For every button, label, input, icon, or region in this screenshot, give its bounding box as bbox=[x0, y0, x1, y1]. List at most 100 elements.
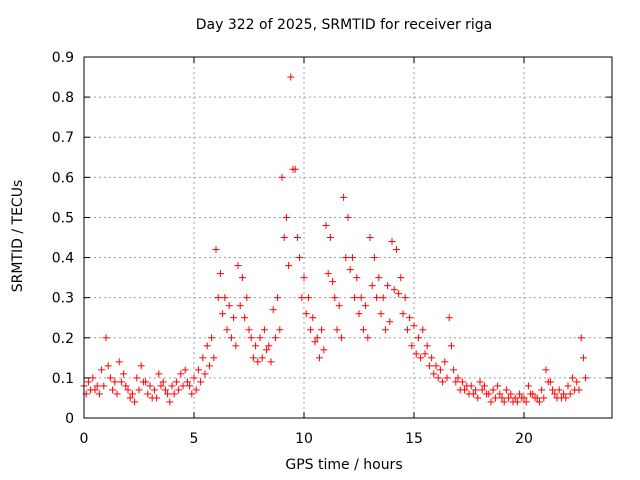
data-point bbox=[474, 394, 482, 402]
data-point bbox=[419, 326, 427, 334]
data-point bbox=[373, 294, 381, 302]
data-point bbox=[126, 394, 134, 402]
data-point bbox=[454, 374, 462, 382]
data-point bbox=[386, 318, 394, 326]
data-point bbox=[254, 358, 262, 366]
data-point bbox=[153, 394, 161, 402]
data-point bbox=[260, 326, 268, 334]
data-point bbox=[348, 254, 356, 262]
data-point bbox=[489, 386, 497, 394]
data-point bbox=[452, 378, 460, 386]
data-point bbox=[516, 390, 524, 398]
data-point bbox=[144, 390, 152, 398]
data-point bbox=[276, 326, 284, 334]
data-point bbox=[359, 326, 367, 334]
data-point bbox=[188, 390, 196, 398]
data-point bbox=[252, 342, 260, 350]
data-point bbox=[278, 173, 286, 181]
data-point bbox=[139, 378, 147, 386]
data-point bbox=[172, 378, 180, 386]
data-point bbox=[540, 394, 548, 402]
data-point bbox=[109, 386, 117, 394]
data-point bbox=[111, 378, 119, 386]
data-point bbox=[298, 294, 306, 302]
data-point bbox=[562, 394, 570, 402]
data-point bbox=[351, 294, 359, 302]
data-point bbox=[91, 386, 99, 394]
data-point bbox=[443, 374, 451, 382]
data-point bbox=[335, 302, 343, 310]
data-point bbox=[216, 270, 224, 278]
data-point bbox=[502, 386, 510, 394]
data-point bbox=[181, 366, 189, 374]
data-point bbox=[480, 382, 488, 390]
data-point bbox=[458, 378, 466, 386]
x-tick-label: 10 bbox=[295, 431, 313, 447]
data-point bbox=[476, 378, 484, 386]
data-point bbox=[102, 334, 110, 342]
data-point bbox=[478, 386, 486, 394]
data-point bbox=[236, 302, 244, 310]
data-point bbox=[423, 342, 431, 350]
data-point bbox=[311, 338, 319, 346]
data-point bbox=[535, 398, 543, 406]
data-point bbox=[441, 358, 449, 366]
data-point bbox=[161, 386, 169, 394]
data-point bbox=[201, 370, 209, 378]
data-point bbox=[267, 358, 275, 366]
data-point bbox=[445, 314, 453, 322]
data-point bbox=[175, 386, 183, 394]
data-point bbox=[417, 354, 425, 362]
data-point bbox=[329, 278, 337, 286]
data-point bbox=[263, 346, 271, 354]
data-point bbox=[439, 378, 447, 386]
y-tick-label: 0.3 bbox=[52, 291, 74, 307]
data-point bbox=[100, 382, 108, 390]
y-tick-label: 0.1 bbox=[52, 371, 74, 387]
data-point bbox=[177, 370, 185, 378]
data-point bbox=[203, 342, 211, 350]
data-point bbox=[98, 366, 106, 374]
data-point bbox=[498, 394, 506, 402]
data-point bbox=[377, 310, 385, 318]
data-point bbox=[384, 282, 392, 290]
data-point bbox=[421, 350, 429, 358]
data-point bbox=[133, 374, 141, 382]
data-point bbox=[168, 382, 176, 390]
plot-frame bbox=[83, 56, 613, 419]
y-tick-label: 0.2 bbox=[52, 331, 74, 347]
data-point bbox=[344, 213, 352, 221]
data-point bbox=[293, 234, 301, 241]
data-point bbox=[505, 394, 513, 402]
data-point bbox=[210, 354, 218, 362]
data-point bbox=[368, 282, 376, 290]
data-point bbox=[518, 394, 526, 402]
data-point bbox=[399, 310, 407, 318]
data-point bbox=[106, 374, 114, 382]
data-point bbox=[491, 394, 499, 402]
data-point bbox=[296, 254, 304, 262]
data-point bbox=[192, 386, 200, 394]
data-point bbox=[159, 378, 167, 386]
data-point bbox=[258, 354, 266, 362]
data-point bbox=[487, 398, 495, 406]
data-point bbox=[157, 382, 165, 390]
y-tick-label: 0.6 bbox=[52, 170, 74, 186]
data-point bbox=[307, 326, 315, 334]
data-point bbox=[403, 326, 411, 334]
data-point bbox=[137, 362, 145, 370]
data-point bbox=[434, 374, 442, 382]
data-point bbox=[362, 302, 370, 310]
data-point bbox=[190, 374, 198, 382]
chart-title: Day 322 of 2025, SRMTID for receiver rig… bbox=[195, 17, 493, 33]
grid-layer bbox=[84, 57, 612, 418]
data-point bbox=[104, 362, 112, 370]
data-point bbox=[304, 294, 312, 302]
data-point bbox=[170, 390, 178, 398]
data-point bbox=[320, 346, 328, 354]
data-point bbox=[219, 310, 227, 318]
data-point bbox=[95, 390, 103, 398]
data-point bbox=[199, 354, 207, 362]
data-point bbox=[115, 358, 123, 366]
data-point bbox=[432, 362, 440, 370]
